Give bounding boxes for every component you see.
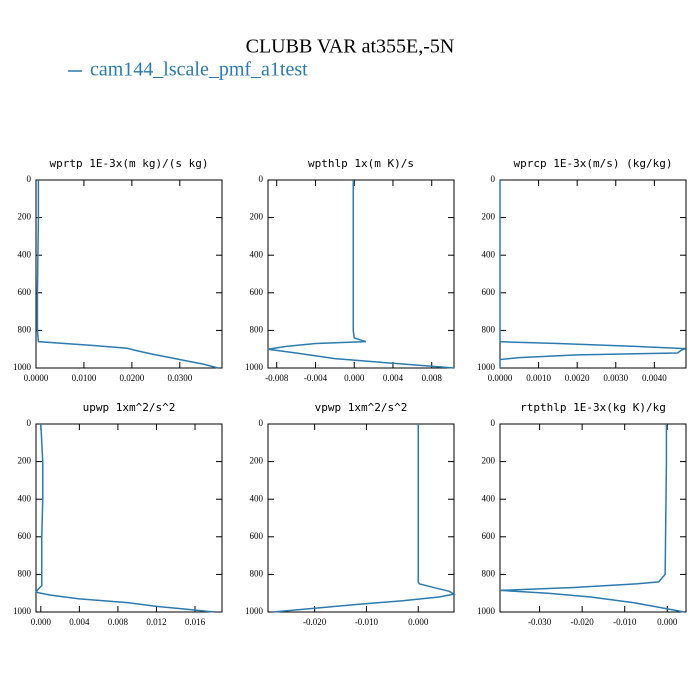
legend-label: cam144_lscale_pmf_a1test xyxy=(90,59,308,81)
y-tick-label: 0 xyxy=(259,418,264,428)
y-tick-label: 1000 xyxy=(245,362,264,372)
y-tick-label: 800 xyxy=(482,568,496,578)
y-tick-label: 1000 xyxy=(245,606,264,616)
y-tick-label: 200 xyxy=(250,456,264,466)
x-tick-label: 0.0040 xyxy=(642,373,667,383)
x-tick-label: 0.016 xyxy=(185,617,206,627)
y-tick-label: 200 xyxy=(482,212,496,222)
y-tick-label: 600 xyxy=(250,531,264,541)
x-tick-label: 0.0020 xyxy=(565,373,590,383)
y-tick-label: 0 xyxy=(27,418,32,428)
x-tick-label: -0.010 xyxy=(613,617,637,627)
x-tick-label: 0.000 xyxy=(31,617,52,627)
y-tick-label: 800 xyxy=(18,324,32,334)
panel-title: wprcp 1E-3x(m/s) (kg/kg) xyxy=(514,157,673,170)
y-tick-label: 200 xyxy=(18,456,32,466)
y-tick-label: 600 xyxy=(18,287,32,297)
panel-title: vpwp 1xm^2/s^2 xyxy=(315,401,408,414)
x-tick-label: -0.020 xyxy=(303,617,327,627)
y-tick-label: 600 xyxy=(250,287,264,297)
x-tick-label: -0.008 xyxy=(265,373,289,383)
y-tick-label: 400 xyxy=(18,493,32,503)
y-tick-label: 200 xyxy=(482,456,496,466)
y-tick-label: 600 xyxy=(482,287,496,297)
panel-title: upwp 1xm^2/s^2 xyxy=(83,401,176,414)
plot-frame xyxy=(35,423,223,613)
y-tick-label: 400 xyxy=(250,493,264,503)
y-tick-label: 200 xyxy=(250,212,264,222)
x-tick-label: 0.0200 xyxy=(120,373,145,383)
x-tick-label: 0.0000 xyxy=(24,373,49,383)
y-tick-label: 1000 xyxy=(13,606,32,616)
x-tick-label: 0.004 xyxy=(383,373,404,383)
x-tick-label: 0.000 xyxy=(408,617,429,627)
y-tick-label: 400 xyxy=(482,493,496,503)
x-tick-label: 0.0010 xyxy=(526,373,551,383)
data-line xyxy=(499,424,685,613)
y-tick-label: 200 xyxy=(18,212,32,222)
y-tick-label: 800 xyxy=(482,324,496,334)
x-tick-label: 0.0300 xyxy=(167,373,192,383)
chart-title: CLUBB VAR at355E,-5N xyxy=(246,36,455,58)
x-tick-label: -0.010 xyxy=(355,617,379,627)
y-tick-label: 400 xyxy=(250,249,264,259)
y-tick-label: 800 xyxy=(18,568,32,578)
data-line xyxy=(36,180,219,369)
y-tick-label: 1000 xyxy=(477,606,496,616)
y-tick-label: 800 xyxy=(250,324,264,334)
panel-title: rtpthlp 1E-3x(kg K)/kg xyxy=(520,401,666,414)
y-tick-label: 800 xyxy=(250,568,264,578)
y-tick-label: 1000 xyxy=(13,362,32,372)
y-tick-label: 0 xyxy=(491,418,496,428)
x-tick-label: 0.0100 xyxy=(72,373,97,383)
x-tick-label: 0.012 xyxy=(146,617,166,627)
x-tick-label: 0.0030 xyxy=(603,373,628,383)
x-tick-label: -0.020 xyxy=(571,617,595,627)
data-line xyxy=(34,423,215,613)
y-tick-label: 600 xyxy=(482,531,496,541)
plot-frame xyxy=(267,179,455,369)
data-line xyxy=(499,180,686,368)
y-tick-label: 600 xyxy=(18,531,32,541)
x-tick-label: 0.0000 xyxy=(488,373,513,383)
panel-title: wpthlp 1x(m K)/s xyxy=(308,157,414,170)
panel-title: wprtp 1E-3x(m kg)/(s kg) xyxy=(50,157,209,170)
x-tick-label: 0.008 xyxy=(422,373,443,383)
y-tick-label: 0 xyxy=(27,174,32,184)
x-tick-label: 0.004 xyxy=(69,617,90,627)
x-tick-label: 0.008 xyxy=(108,617,129,627)
y-tick-label: 1000 xyxy=(477,362,496,372)
x-tick-label: -0.030 xyxy=(528,617,552,627)
plot-frame xyxy=(499,423,687,613)
y-tick-label: 0 xyxy=(491,174,496,184)
plot-frame xyxy=(35,179,223,369)
data-line xyxy=(267,180,455,369)
x-tick-label: 0.000 xyxy=(344,373,365,383)
plot-frame xyxy=(267,423,455,613)
plot-frame xyxy=(499,179,687,369)
y-tick-label: 400 xyxy=(482,249,496,259)
data-line xyxy=(273,424,457,613)
x-tick-label: 0.000 xyxy=(657,617,678,627)
y-tick-label: 0 xyxy=(259,174,264,184)
x-tick-label: -0.004 xyxy=(304,373,328,383)
y-tick-label: 400 xyxy=(18,249,32,259)
